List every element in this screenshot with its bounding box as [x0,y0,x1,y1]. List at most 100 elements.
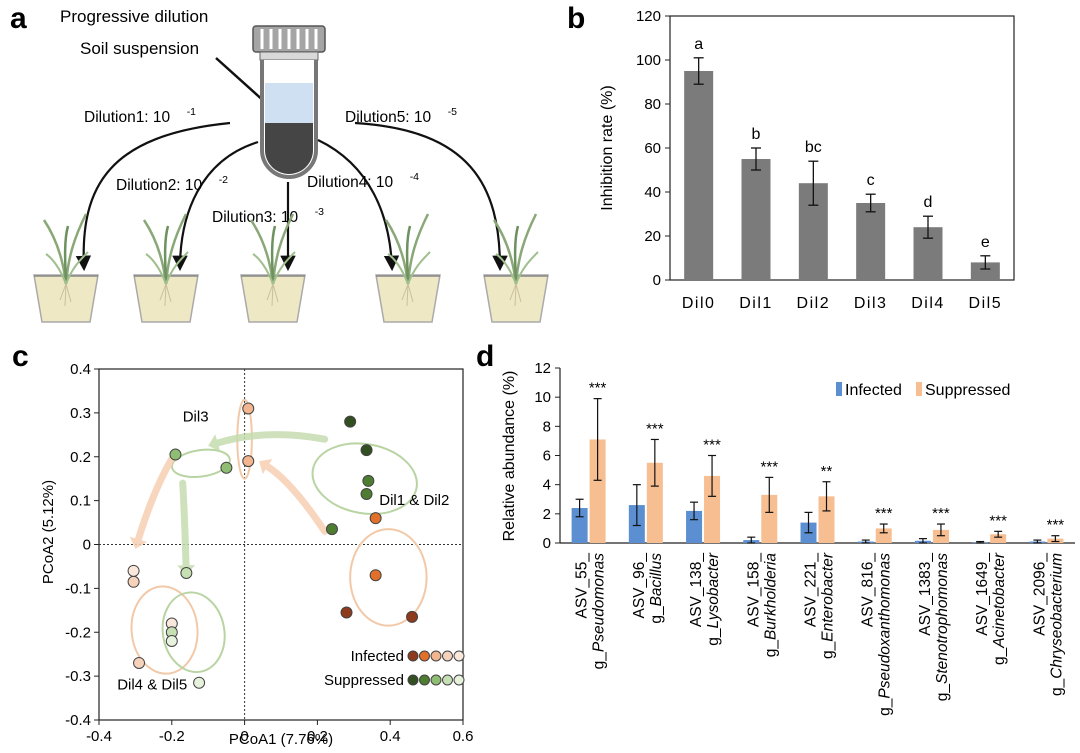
c-legend-marker [453,674,465,686]
c-group-ellipse [349,528,428,627]
c-point [360,444,373,457]
dilution-labels: Dilution1: 10 -1 Dilution2: 10 -2 Dilution3:… [84,106,457,226]
d-genus-name: Bacillus [648,553,665,607]
dilution1-arrow [75,121,231,272]
d-xtick-asv: ASV_55_ [574,553,591,619]
panel-label-b: b [567,2,585,35]
d-genus-name: Enterobacter [820,552,837,642]
c-legend-label: Infected [351,648,404,665]
dilution-exponent: -4 [410,171,419,183]
leaf [513,225,520,285]
pot-icon [240,213,306,323]
d-bar-suppressed [875,528,892,543]
leaf [387,253,409,285]
b-significance-letter: a [694,36,703,53]
c-xlabel: PCoA1 (7.76%) [229,731,333,748]
d-category-group: *** ASV_158_g_Burkholderia [743,458,779,657]
leaf [145,253,167,285]
b-xtick-label: Dil3 [854,295,888,312]
b-xtick-label: Dil2 [797,295,831,312]
d-category-group: ***ASV_2096_g_Chryseobacterium [1029,517,1065,696]
leaf [405,225,412,285]
d-genus-name: Acinetobacter [991,552,1008,649]
leaf [45,253,67,285]
c-legend-marker [453,650,465,662]
d-genus-prefix: g_ [705,628,722,646]
dilution4-arrow [317,139,400,272]
pot-icon [483,213,549,323]
d-significance: *** [646,420,664,437]
leaf [406,213,430,285]
b-bar-group: bc Dil2 [797,139,831,312]
d-genus-name: Stenotrophomonas [934,553,951,684]
c-point [344,415,357,428]
d-bar-suppressed [818,496,835,543]
d-ylabel: Relative abundance (%) [501,371,518,542]
d-xtick-asv: ASV_96_ [631,553,648,619]
b-ytick-label: 20 [644,228,661,245]
b-ytick-label: 120 [636,8,661,25]
d-category-group: *** ASV_96_ g_Bacillus [628,420,665,624]
d-xtick-asv: ASV_138_ [688,553,705,627]
leaf [163,225,170,285]
c-point [369,569,382,582]
b-significance-letter: bc [805,139,822,156]
c-group-ellipse [311,442,418,515]
d-bar-suppressed [932,529,949,543]
c-legend-marker [419,674,430,686]
d-xtick-genus: g_Burkholderia [762,553,779,658]
pot-icon [375,213,441,323]
d-category-group: ***ASV_55_g_Pseudomonas [571,380,608,670]
d-significance: *** [875,505,893,522]
c-ytick-label: 0 [83,537,91,554]
c-legend-marker [430,674,442,686]
leaf [164,213,188,285]
test-tube-icon [252,25,326,179]
d-genus-prefix: g_ [877,698,894,716]
b-ytick-label: 60 [644,140,661,157]
dilution-label-2: Dilution2: 10 -2 [116,174,228,194]
d-genus-name: Burkholderia [762,553,779,640]
d-bar-suppressed [761,494,778,543]
c-point [180,567,193,580]
dilution-name: Dilution2: 10 [116,177,203,194]
c-ytick-label: 0.2 [70,449,91,466]
panel-d: d Relative abundance (%) 0 2 4 6 8 10 12 *** ASV… [476,340,1075,716]
leaf [63,225,70,285]
c-arrow-shaft [134,455,176,543]
b-plot-frame [669,15,1015,281]
c-ytick-label: -0.2 [65,624,91,641]
c-legend-label: Suppressed [324,672,404,689]
b-bar [741,159,771,280]
d-genus-prefix: g_ [591,652,608,670]
b-significance-letter: c [867,172,875,189]
c-point [220,461,233,474]
c-point [193,676,206,689]
d-category-group: ***ASV_1383_g_Stenotrophomonas [914,505,951,701]
c-point [133,656,146,669]
d-legend-label: Infected [845,382,902,399]
c-point [340,606,353,619]
panel-label-a: a [10,2,27,35]
c-legend-marker [407,674,419,686]
b-bar-group: e Dil5 [969,234,1003,312]
dilution-label-5: Dilution5: 10 -5 [345,106,457,126]
dilution-exponent: -3 [315,206,324,218]
b-xtick-label: Dil5 [969,295,1003,312]
dilution-exponent: -2 [219,174,228,186]
dilution-label-1: Dilution1: 10 -1 [84,106,196,126]
d-bar-suppressed [990,534,1007,543]
b-xtick-label: Dil4 [911,295,945,312]
d-significance: *** [1047,517,1065,534]
dilution5-arrow [354,121,508,272]
leaf [252,253,274,285]
c-point [360,488,373,501]
d-xtick-genus: g_Pseudomonas [591,553,608,670]
pot-body [33,274,99,323]
c-xtick-label: 0 [240,728,248,745]
d-xtick-asv: ASV_816_ [860,553,877,627]
c-legend-marker [442,650,453,662]
b-significance-letter: b [752,126,761,143]
d-significance: ** [821,463,833,480]
c-plot: -0.4 -0.2 0 0.2 0.4 0.6 -0.4 -0.3 -0.2 -0.1 0 0.1 0.… [65,361,473,745]
